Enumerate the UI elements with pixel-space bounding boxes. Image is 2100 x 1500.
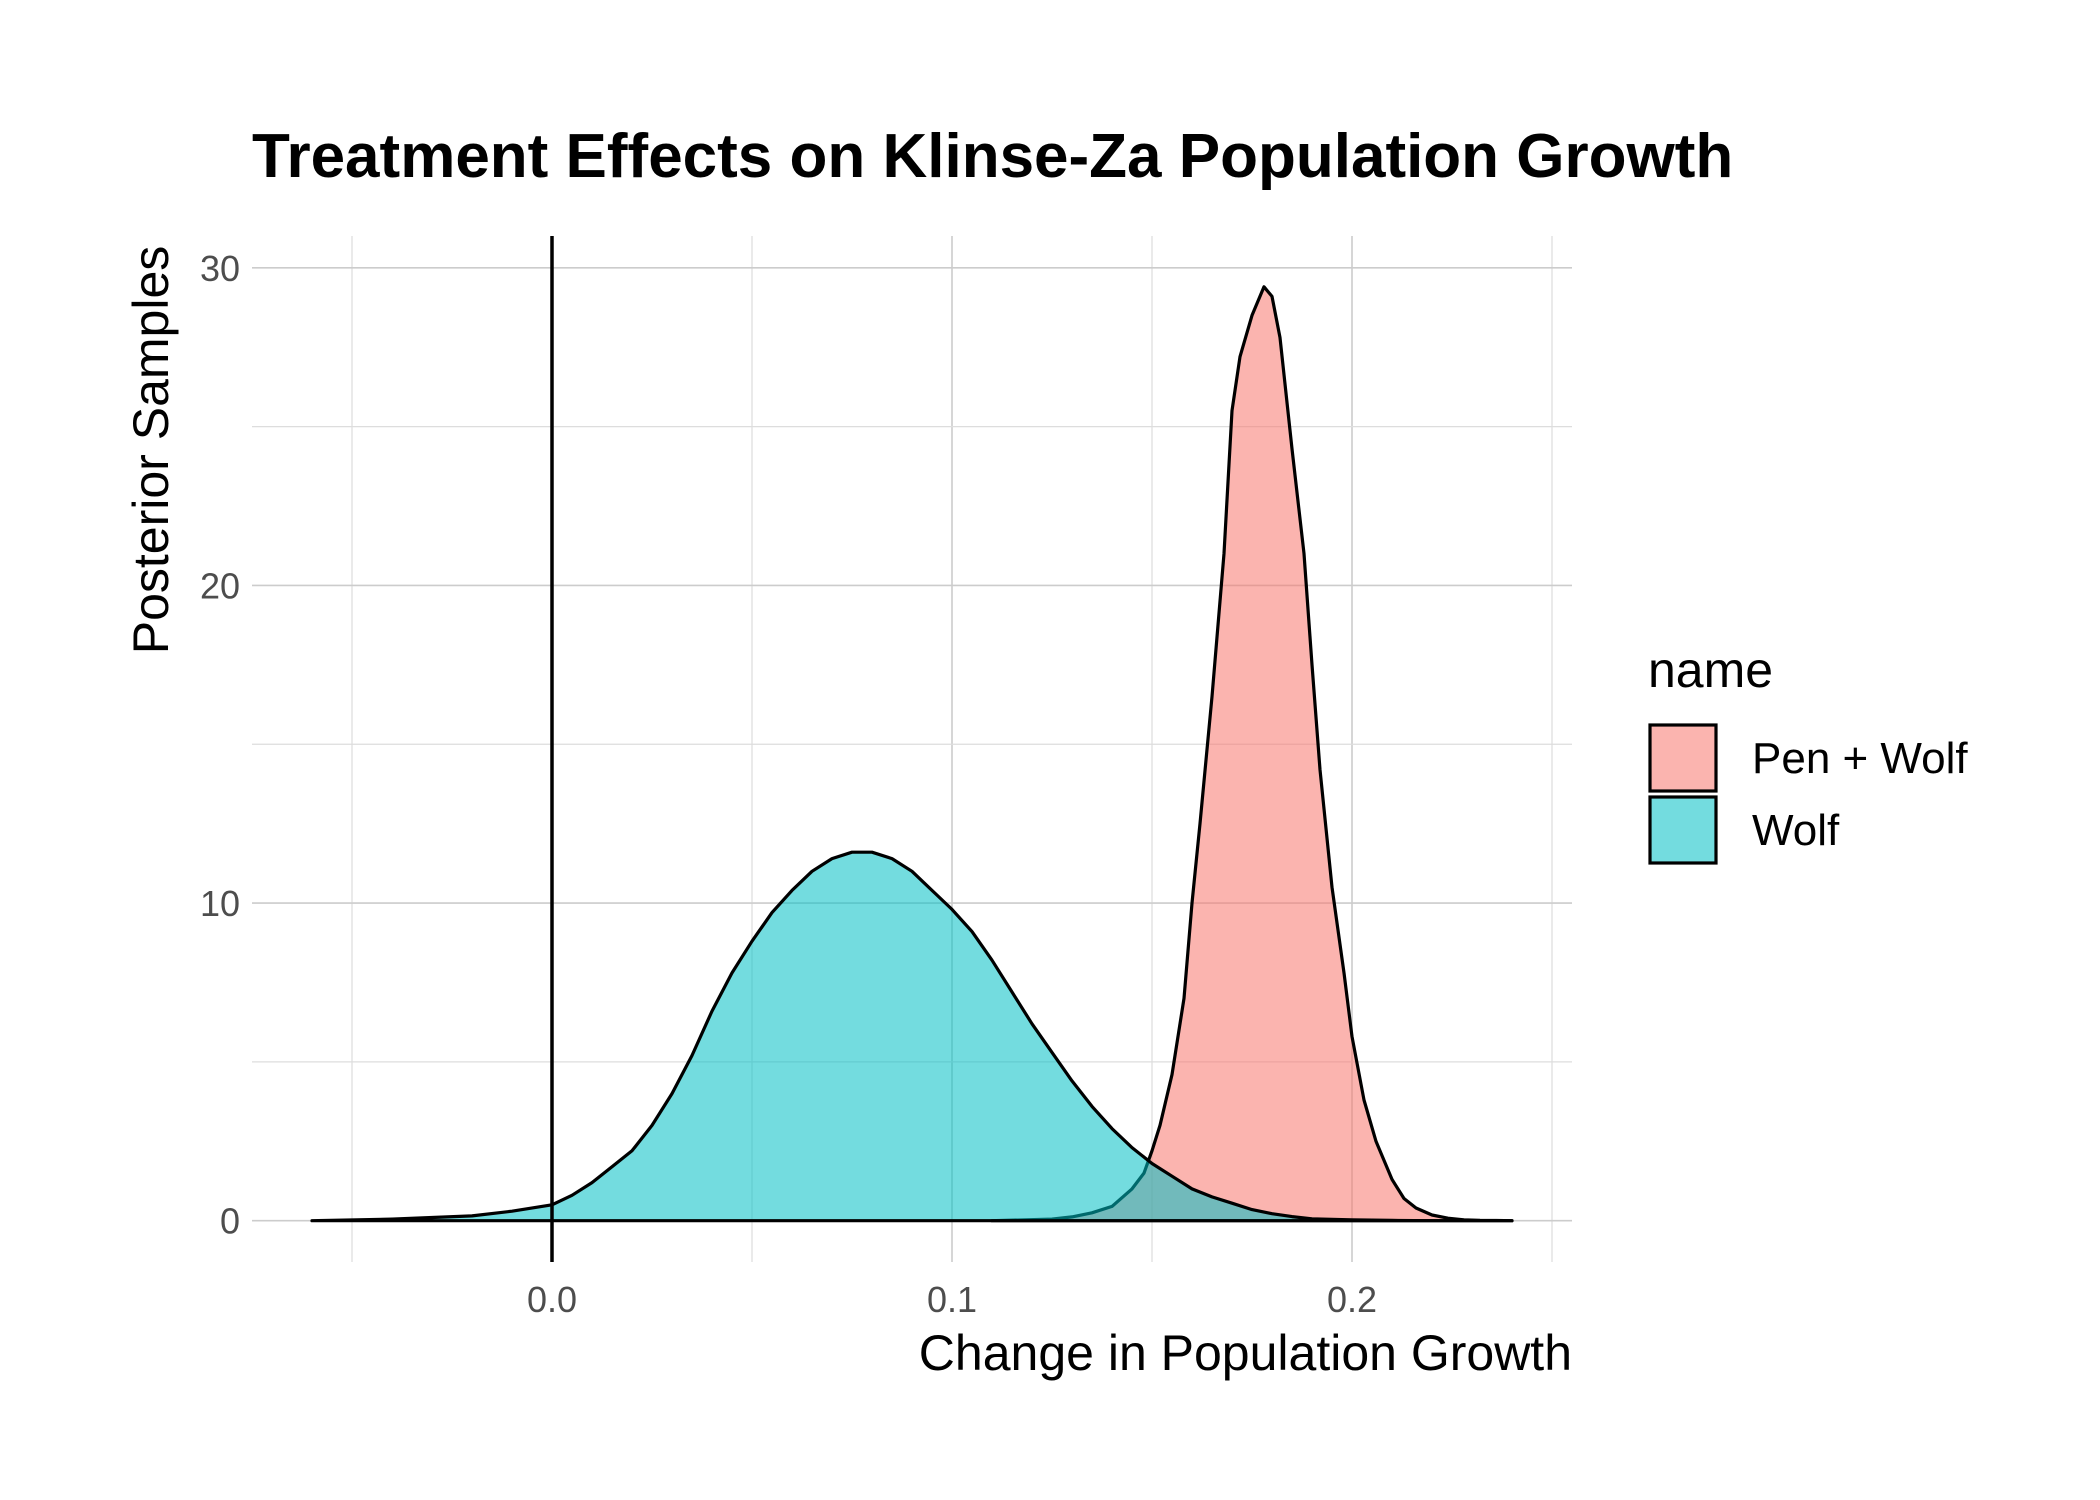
y-axis-title: Posterior Samples [123,246,179,655]
legend-items: Pen + Wolf Wolf [1648,723,1968,865]
y-tick-label: 30 [200,248,240,289]
x-axis-title: Change in Population Growth [919,1325,1572,1381]
legend-swatch-pen-wolf [1648,723,1718,793]
tick-labels: 0.0 0.1 0.2 0 10 20 30 [200,248,1377,1320]
density-areas [310,285,1514,1223]
y-tick-label: 10 [200,883,240,924]
x-tick-label: 0.1 [927,1279,977,1320]
chart-title: Treatment Effects on Klinse-Za Populatio… [252,122,1733,191]
y-tick-label: 20 [200,565,240,606]
density-area-wolf [310,850,1514,1223]
legend-label-pen-wolf: Pen + Wolf [1752,734,1968,783]
legend-label-wolf: Wolf [1752,806,1840,855]
legend-title: name [1648,642,1773,698]
x-tick-label: 0.2 [1327,1279,1377,1320]
x-tick-label: 0.0 [527,1279,577,1320]
legend: name Pen + Wolf Wolf [1648,642,1968,865]
y-tick-label: 0 [220,1201,240,1242]
legend-swatch-wolf [1648,795,1718,865]
